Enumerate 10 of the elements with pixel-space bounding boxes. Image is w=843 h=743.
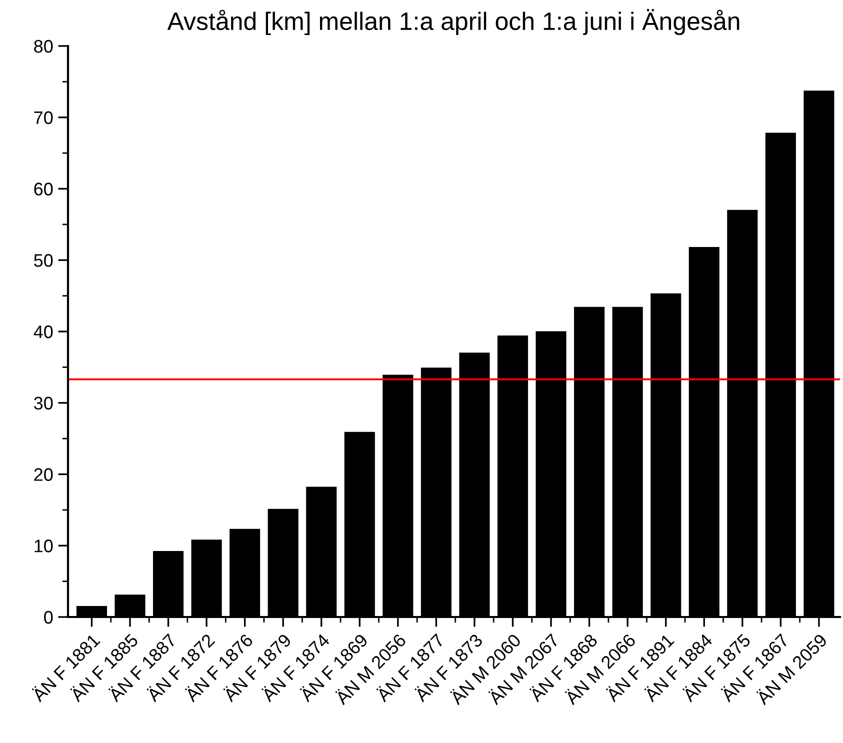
y-tick-label: 0 — [44, 610, 53, 624]
y-tick-label: 60 — [34, 182, 53, 196]
y-tick-label: 20 — [34, 468, 53, 481]
chart-title: Avstånd [km] mellan 1:a april och 1:a juni i Ängesån — [167, 8, 740, 36]
y-tick-label: 70 — [34, 111, 53, 124]
y-tick-label: 50 — [34, 254, 53, 267]
y-tick-label: 80 — [34, 40, 53, 53]
y-tick-label: 40 — [34, 325, 53, 338]
y-tick-label: 30 — [34, 396, 53, 410]
y-tick-label: 10 — [34, 540, 53, 552]
